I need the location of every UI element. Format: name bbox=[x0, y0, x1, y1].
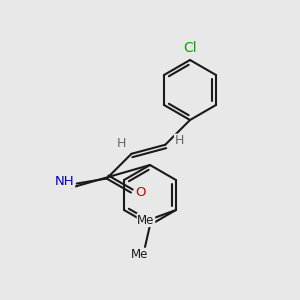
Text: NH: NH bbox=[55, 175, 74, 188]
Text: H: H bbox=[175, 134, 184, 147]
Text: Me: Me bbox=[131, 248, 149, 262]
Text: O: O bbox=[136, 186, 146, 199]
Text: Cl: Cl bbox=[183, 41, 197, 55]
Text: H: H bbox=[117, 137, 126, 150]
Text: Me: Me bbox=[137, 214, 155, 226]
